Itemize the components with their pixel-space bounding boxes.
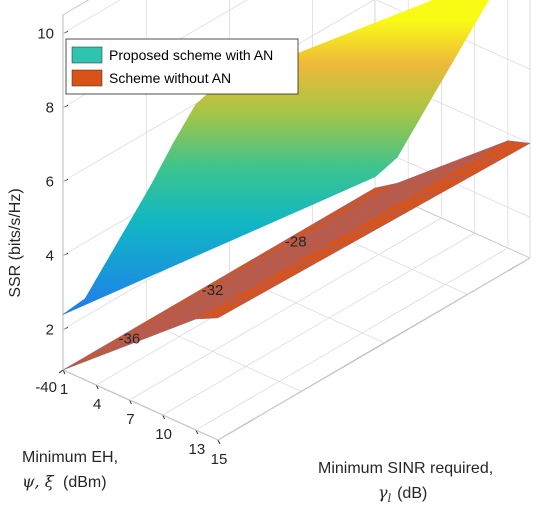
grid-line-x-floor bbox=[62, 369, 219, 441]
surface-patch-with-an bbox=[402, 0, 445, 29]
y-tick-mark bbox=[129, 399, 132, 405]
legend-label-with-an: Proposed scheme with AN bbox=[109, 47, 273, 63]
y-axis-subscript: l bbox=[388, 492, 392, 505]
grid-line-z-left-wall bbox=[62, 0, 121, 34]
surface-patch-with-an bbox=[454, 0, 490, 19]
x-tick-label: -28 bbox=[285, 233, 307, 250]
y-tick-label: 10 bbox=[155, 426, 172, 443]
legend-swatch-without-an bbox=[71, 69, 103, 87]
z-tick-label: 6 bbox=[46, 173, 54, 190]
x-axis-label-line1: Minimum EH, bbox=[22, 449, 118, 466]
y-tick-mark bbox=[95, 384, 99, 390]
y-tick-label: 15 bbox=[211, 451, 228, 468]
x-tick-label: -36 bbox=[119, 330, 141, 347]
legend-swatch-with-an bbox=[71, 46, 103, 64]
surface-patch-with-an bbox=[62, 292, 106, 315]
legend: Proposed scheme with AN Scheme without A… bbox=[65, 38, 299, 95]
y-axis-label-line2: γl (dB) bbox=[378, 483, 427, 505]
y-tick-mark bbox=[217, 439, 221, 445]
y-tick-mark bbox=[62, 369, 66, 375]
x-tick-mark bbox=[58, 369, 64, 374]
x-axis-symbols: ψ, ξ bbox=[22, 472, 55, 491]
z-tick-label: 2 bbox=[46, 321, 54, 338]
z-axis-label: SSR (bits/s/Hz) bbox=[7, 188, 24, 297]
y-axis-unit: (dB) bbox=[397, 485, 427, 502]
x-tick-label: -40 bbox=[35, 379, 57, 396]
y-tick-label: 1 bbox=[60, 381, 68, 398]
surface-patch-with-an bbox=[465, 0, 470, 2]
y-tick-mark bbox=[162, 414, 166, 420]
z-tick-label: 4 bbox=[46, 247, 54, 264]
y-tick-label: 7 bbox=[126, 411, 134, 428]
surface-patch-without-an bbox=[487, 141, 531, 162]
grid-line-y-floor bbox=[195, 247, 509, 431]
y-tick-label: 13 bbox=[189, 441, 206, 458]
surface-patch-with-an bbox=[425, 0, 438, 6]
x-tick-label: -32 bbox=[202, 282, 224, 299]
surface-patch-with-an bbox=[434, 0, 467, 16]
top-left-edge bbox=[62, 0, 90, 16]
surface-scheme-without-an bbox=[62, 140, 531, 371]
y-axis-label-line1: Minimum SINR required, bbox=[318, 460, 493, 477]
surface-patch-without-an bbox=[73, 343, 117, 366]
surface-patch-with-an bbox=[413, 0, 440, 11]
z-tick-label: 8 bbox=[46, 99, 54, 116]
z-tick-label: 10 bbox=[37, 25, 54, 42]
y-tick-label: 4 bbox=[93, 396, 101, 413]
grid-line-x-floor bbox=[146, 321, 302, 392]
grid-line-y-floor bbox=[162, 232, 475, 416]
y-axis-symbol: γ bbox=[378, 483, 388, 502]
legend-label-without-an: Scheme without AN bbox=[109, 70, 231, 86]
surface-patch-without-an bbox=[62, 347, 106, 371]
surface-patch-with-an bbox=[393, 0, 435, 18]
legend-box bbox=[65, 38, 299, 95]
x-axis-unit: (dBm) bbox=[63, 474, 107, 491]
y-tick-mark bbox=[195, 429, 199, 435]
tick-labels: 2 4 6 8 10 -40 -36 -32 -28 1 4 7 10 13 15 bbox=[35, 25, 306, 468]
grid-line-y-floor bbox=[217, 257, 531, 441]
grid-line-y-floor bbox=[129, 217, 442, 401]
x-axis-label-line2: ψ, ξ (dBm) bbox=[22, 472, 107, 491]
